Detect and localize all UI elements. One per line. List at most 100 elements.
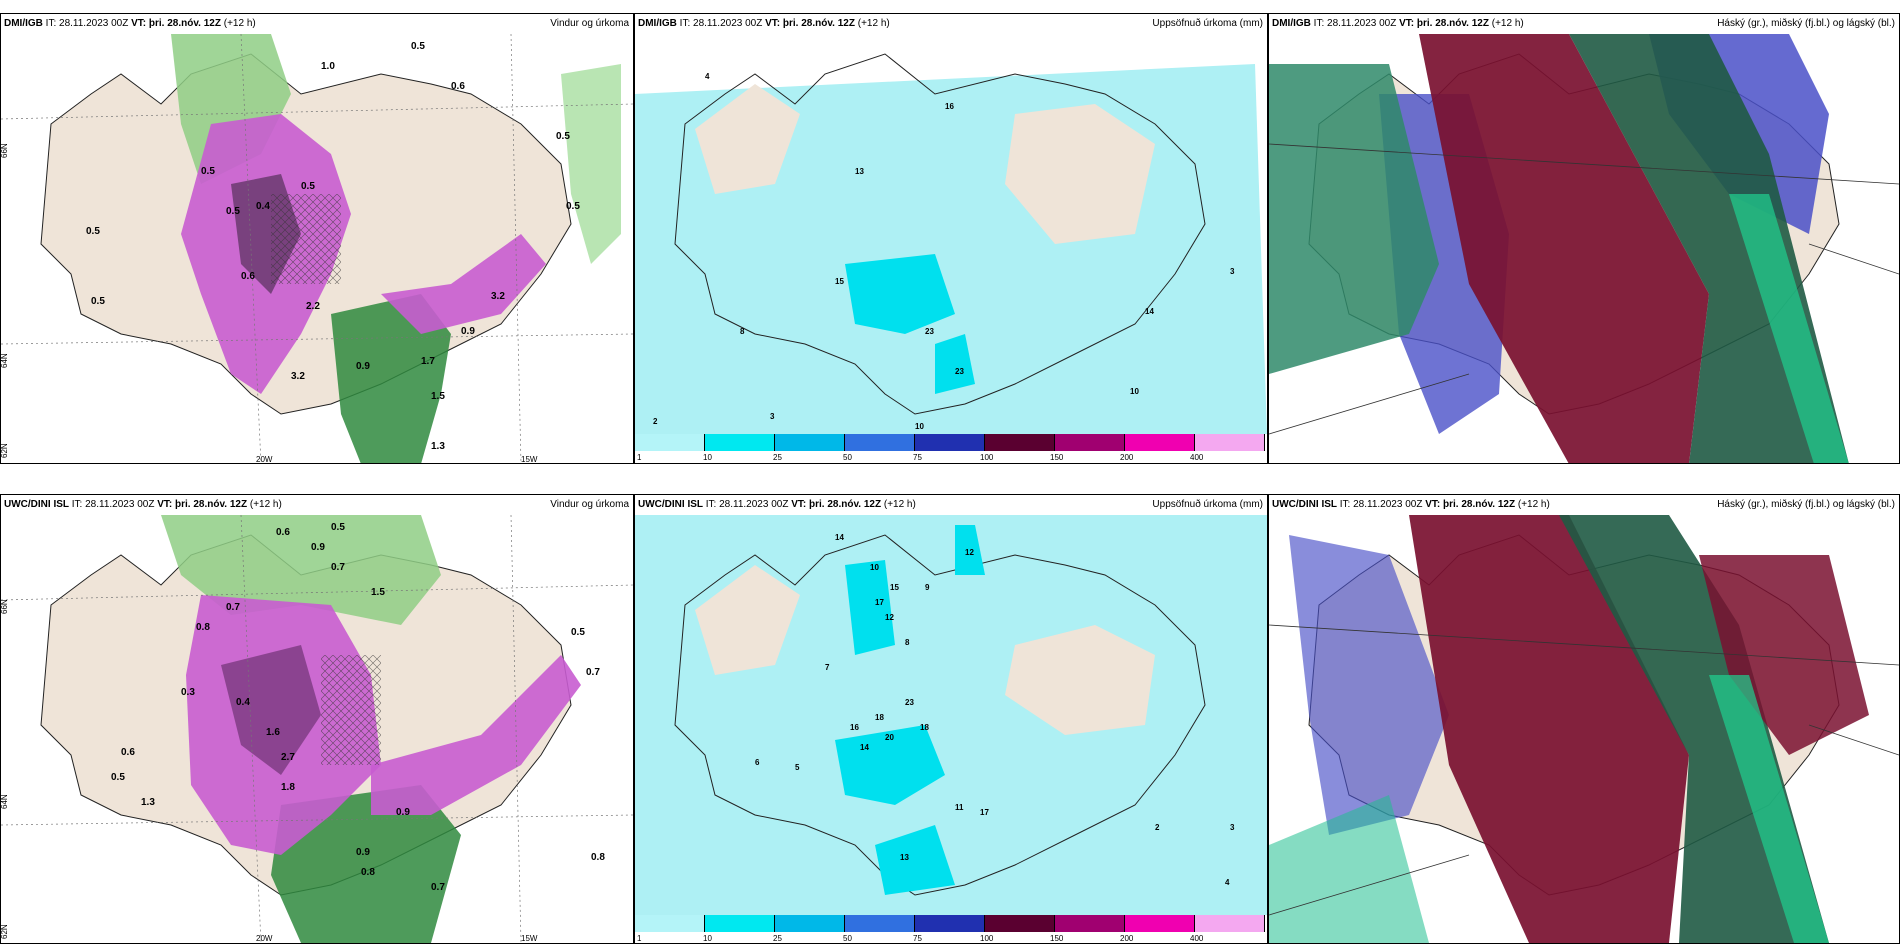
svg-text:13: 13: [855, 167, 864, 176]
svg-text:15W: 15W: [521, 455, 538, 464]
top-accum-panel: DMI/IGB IT: 28.11.2023 00Z VT: þri. 28.n…: [634, 13, 1268, 464]
svg-text:3.2: 3.2: [491, 291, 505, 302]
svg-text:0.9: 0.9: [396, 807, 410, 818]
dry-area-east: [1005, 104, 1155, 244]
wind-precip-map: 0.5 1.0 0.6 0.5 0.5 0.5 0.5 0.4 0.5 0.6 …: [1, 34, 633, 464]
svg-text:1.7: 1.7: [421, 356, 435, 367]
top-wind-panel: DMI/IGB IT: 28.11.2023 00Z VT: þri. 28.n…: [0, 13, 634, 464]
colorbar-label: 100: [980, 453, 994, 462]
mid-cloud-red-band: [1419, 34, 1709, 463]
green-precip-south: [331, 294, 451, 463]
svg-text:0.7: 0.7: [226, 602, 240, 613]
panel-header: DMI/IGB IT: 28.11.2023 00Z VT: þri. 28.n…: [1272, 18, 1895, 29]
colorbar-label: 150: [1050, 934, 1064, 943]
svg-text:3: 3: [1230, 823, 1235, 832]
colorbar-label: 100: [980, 934, 994, 943]
colorbar-swatch: [845, 915, 915, 932]
high-cloud-green-band: [1269, 64, 1439, 374]
svg-text:0.9: 0.9: [311, 542, 325, 553]
svg-text:20: 20: [885, 733, 894, 742]
colorbar-swatch: [775, 434, 845, 451]
svg-text:10: 10: [915, 422, 924, 431]
svg-text:0.5: 0.5: [566, 201, 580, 212]
cloud-cover-map: [1269, 34, 1899, 463]
svg-text:0.4: 0.4: [256, 201, 270, 212]
bright-green-streak: [1269, 795, 1429, 943]
accum-mid-area: [835, 725, 945, 805]
panel-header: UWC/DINI ISL IT: 28.11.2023 00Z VT: þri.…: [638, 499, 1263, 510]
svg-text:14: 14: [860, 743, 869, 752]
svg-text:0.7: 0.7: [431, 882, 445, 893]
svg-text:0.6: 0.6: [451, 81, 465, 92]
bottom-cloud-panel: UWC/DINI ISL IT: 28.11.2023 00Z VT: þri.…: [1268, 494, 1900, 944]
colorbar-swatch: [985, 915, 1055, 932]
colorbar-label: 25: [773, 453, 782, 462]
mid-cloud-red-band: [1699, 555, 1869, 755]
colorbar-swatch: [635, 915, 705, 932]
svg-text:1.5: 1.5: [431, 391, 445, 402]
panel-header: UWC/DINI ISL IT: 28.11.2023 00Z VT: þri.…: [4, 499, 629, 510]
svg-text:0.6: 0.6: [276, 527, 290, 538]
colorbar-swatch: [985, 434, 1055, 451]
svg-text:13: 13: [900, 853, 909, 862]
colorbar: 1 10 25 50 75 100 150 200 400: [635, 434, 1267, 462]
iceland-land: [674, 534, 1206, 896]
colorbar-swatch: [705, 434, 775, 451]
svg-text:12: 12: [885, 613, 894, 622]
svg-text:64N: 64N: [1, 353, 9, 368]
colorbar: 1 10 25 50 75 100 150 200 400: [635, 915, 1267, 943]
svg-text:16: 16: [945, 102, 954, 111]
panel-header: DMI/IGB IT: 28.11.2023 00Z VT: þri. 28.n…: [638, 18, 1263, 29]
svg-text:64N: 64N: [1, 794, 9, 809]
colorbar-label: 1: [637, 934, 642, 943]
svg-text:7: 7: [825, 663, 830, 672]
svg-text:3: 3: [1230, 267, 1235, 276]
svg-text:3: 3: [770, 412, 775, 421]
svg-text:0.8: 0.8: [361, 867, 375, 878]
svg-text:0.9: 0.9: [356, 361, 370, 372]
svg-text:0.5: 0.5: [201, 166, 215, 177]
svg-text:5: 5: [795, 763, 800, 772]
svg-text:4: 4: [1225, 878, 1230, 887]
svg-text:17: 17: [875, 598, 884, 607]
svg-text:0.7: 0.7: [331, 562, 345, 573]
wind-precip-map: 0.6 0.9 0.5 0.7 0.7 0.8 1.5 0.5 0.7 0.3 …: [1, 515, 633, 943]
svg-text:0.8: 0.8: [591, 852, 605, 863]
colorbar-swatch: [1125, 915, 1195, 932]
svg-text:0.5: 0.5: [111, 772, 125, 783]
accum-precip-map: 14 12 10 15 17 18 23 16 14 20 18 12 9 8 …: [635, 515, 1267, 915]
colorbar-swatch: [635, 434, 705, 451]
colorbar-swatch: [775, 915, 845, 932]
colorbar-swatch: [915, 915, 985, 932]
svg-text:23: 23: [905, 698, 914, 707]
svg-text:16: 16: [850, 723, 859, 732]
svg-text:0.9: 0.9: [356, 847, 370, 858]
hatch-area: [321, 655, 381, 765]
hatch-area: [271, 194, 341, 284]
svg-text:23: 23: [955, 367, 964, 376]
svg-text:0.6: 0.6: [121, 747, 135, 758]
accum-precip-map: 4 16 13 15 23 23 8 3 2 10 14 3 10: [635, 34, 1267, 434]
svg-text:1.5: 1.5: [371, 587, 385, 598]
panel-header: DMI/IGB IT: 28.11.2023 00Z VT: þri. 28.n…: [4, 18, 629, 29]
svg-text:3.2: 3.2: [291, 371, 305, 382]
svg-text:1.3: 1.3: [141, 797, 155, 808]
svg-text:15: 15: [835, 277, 844, 286]
dry-area-east: [1005, 625, 1155, 735]
svg-text:0.5: 0.5: [91, 296, 105, 307]
svg-text:1.8: 1.8: [281, 782, 295, 793]
colorbar-label: 10: [703, 453, 712, 462]
cloud-cover-map: [1269, 515, 1899, 943]
colorbar-label: 75: [913, 934, 922, 943]
svg-text:62N: 62N: [1, 443, 9, 458]
svg-text:0.7: 0.7: [586, 667, 600, 678]
svg-text:15W: 15W: [521, 934, 538, 943]
svg-text:1.3: 1.3: [431, 441, 445, 452]
colorbar-swatch: [845, 434, 915, 451]
svg-text:2: 2: [1155, 823, 1160, 832]
svg-text:2: 2: [653, 417, 658, 426]
svg-text:14: 14: [835, 533, 844, 542]
high-cloud-green-band: [1569, 34, 1849, 463]
svg-text:10: 10: [870, 563, 879, 572]
svg-text:8: 8: [905, 638, 910, 647]
